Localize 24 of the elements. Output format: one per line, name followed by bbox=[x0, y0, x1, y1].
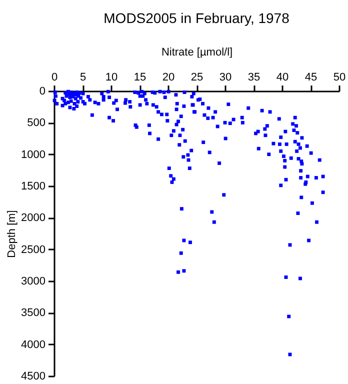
y-tick-label: 3000 bbox=[21, 276, 46, 288]
y-axis-title: Depth [m] bbox=[6, 210, 18, 258]
x-tick-label: 30 bbox=[219, 72, 232, 84]
y-tick-label: 4500 bbox=[21, 370, 46, 382]
x-axis-title: Nitrate [µmol/l] bbox=[161, 46, 233, 58]
x-tick-label: 35 bbox=[248, 72, 260, 84]
y-tick-label: 2000 bbox=[21, 212, 46, 224]
x-tick-label: 0 bbox=[51, 72, 58, 84]
x-tick-label: 25 bbox=[190, 72, 204, 84]
x-tick-label: 15 bbox=[134, 72, 146, 84]
y-tick-label: 4000 bbox=[21, 338, 46, 351]
x-tick-label: 45 bbox=[304, 72, 318, 84]
x-tick-label: 10 bbox=[105, 72, 118, 84]
x-tick-label: 50 bbox=[333, 72, 346, 84]
x-tick-label: 20 bbox=[162, 72, 175, 84]
y-tick-label: 500 bbox=[27, 117, 46, 130]
y-tick-label: 1500 bbox=[21, 180, 46, 192]
y-tick-label: 1000 bbox=[21, 148, 46, 161]
chart-title: MODS2005 in February, 1978 bbox=[104, 10, 290, 26]
x-tick-label: 5 bbox=[80, 72, 86, 84]
y-tick-label: 2500 bbox=[21, 244, 46, 256]
x-tick-label: 40 bbox=[276, 72, 289, 84]
y-tick-label: 0 bbox=[39, 86, 46, 98]
y-tick-label: 3500 bbox=[21, 307, 46, 320]
